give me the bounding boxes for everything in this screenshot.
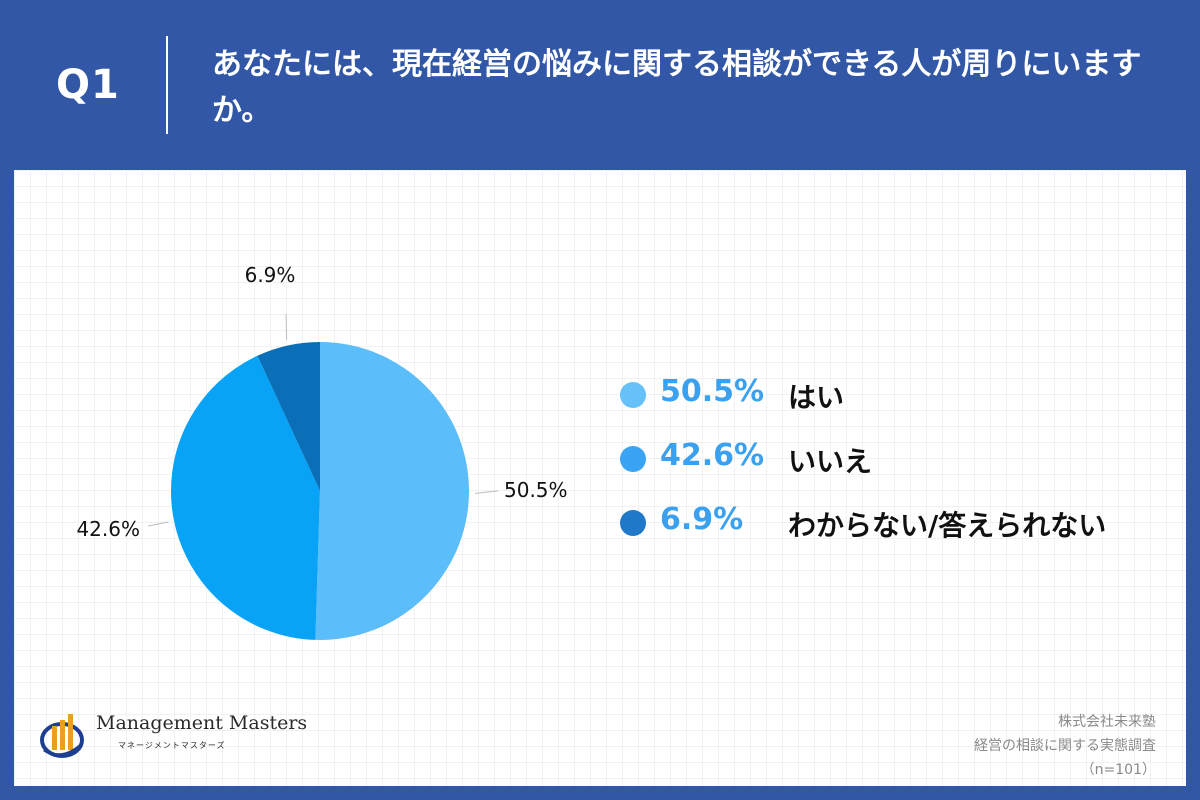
pie-slice-no — [171, 355, 320, 640]
pie-slice-yes — [315, 342, 470, 640]
source-note: 株式会社未来塾 経営の相談に関する実態調査 （n=101） — [974, 710, 1156, 782]
pie-slice-unknown — [257, 342, 320, 491]
source-company: 株式会社未来塾 — [1058, 714, 1156, 730]
header-divider — [166, 36, 168, 134]
legend-pct-no: 42.6% — [660, 438, 765, 473]
chart-card: 50.5% 42.6% 6.9% 50.5% はい 42.6% いいえ 6.9% わ… — [14, 170, 1186, 786]
pie-label-no: 42.6% — [76, 517, 140, 541]
legend-label-yes: はい — [788, 381, 845, 414]
logo-mark-icon — [40, 714, 84, 758]
logo-kana: マネージメントマスターズ — [118, 741, 226, 750]
legend-label-unknown: わからない/答えられない — [788, 509, 1107, 542]
leader-line-no — [147, 521, 169, 527]
pie-label-yes: 50.5% — [504, 478, 568, 502]
question-text: あなたには、現在経営の悩みに関する相談ができる人が周りにいますか。 — [212, 47, 1142, 128]
pie-label-unknown: 6.9% — [245, 263, 296, 287]
legend-dot-yes — [620, 382, 646, 408]
question-header: Q1 あなたには、現在経営の悩みに関する相談ができる人が周りにいますか。 — [0, 0, 1200, 170]
question-number: Q1 — [56, 62, 120, 108]
legend-pct-yes: 50.5% — [660, 374, 765, 409]
source-sample-size: （n=101） — [1080, 762, 1156, 778]
leader-line-yes — [474, 490, 499, 494]
pie-chart: 50.5% 42.6% 6.9% — [76, 263, 568, 640]
logo-name: Management Masters — [96, 712, 308, 734]
source-survey: 経営の相談に関する実態調査 — [974, 738, 1156, 754]
legend-pct-unknown: 6.9% — [660, 502, 744, 537]
logo: Management Masters マネージメントマスターズ — [38, 710, 307, 760]
legend-label-no: いいえ — [788, 445, 873, 478]
legend-dot-no — [620, 446, 646, 472]
legend-dot-unknown — [620, 510, 646, 536]
leader-line-unknown — [285, 313, 288, 340]
